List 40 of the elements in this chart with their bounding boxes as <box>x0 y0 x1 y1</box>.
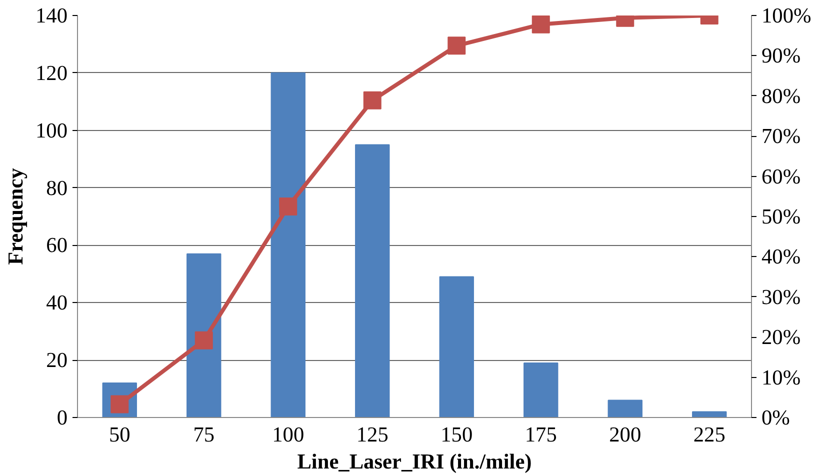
y-tick-label: 60 <box>46 233 68 258</box>
y-tick-label: 140 <box>36 4 68 28</box>
y-axis-title: Frequency <box>4 168 28 265</box>
x-axis-title: Line_Laser_IRI (in./mile) <box>297 450 532 474</box>
y2-tick-label: 40% <box>762 244 801 269</box>
x-tick-label: 175 <box>524 422 557 446</box>
point <box>532 16 550 34</box>
point <box>448 36 466 55</box>
x-tick-label: 150 <box>440 422 473 446</box>
x-tick-label: 200 <box>609 422 642 446</box>
bar <box>608 400 642 418</box>
y2-tick-label: 50% <box>762 204 801 228</box>
y-tick-label: 100 <box>36 118 68 142</box>
bar <box>524 362 558 418</box>
y2-tick-label: 80% <box>762 84 801 108</box>
point <box>279 197 298 216</box>
y2-tick-label: 100% <box>762 4 812 28</box>
y2-tick-label: 30% <box>762 284 801 309</box>
point <box>194 331 213 350</box>
y-tick-label: 0 <box>56 406 68 430</box>
y2-tick-label: 0% <box>762 406 790 430</box>
bar <box>355 144 390 418</box>
x-tick-label: 125 <box>356 422 388 446</box>
y-tick-label: 80 <box>46 176 68 200</box>
y2-tick-label: 60% <box>762 164 801 188</box>
x-tick-label: 225 <box>693 422 726 446</box>
y-tick-label: 120 <box>36 60 68 85</box>
x-tick-label: 50 <box>108 422 130 446</box>
y2-tick-label: 20% <box>762 325 801 350</box>
point <box>363 91 382 110</box>
y-tick-label: 20 <box>46 348 68 372</box>
y2-tick-label: 90% <box>762 44 801 68</box>
bar <box>270 72 306 418</box>
bar <box>439 276 474 418</box>
y2-tick-label: 70% <box>762 124 801 148</box>
x-tick-label: 100 <box>272 422 304 446</box>
bar <box>186 253 222 418</box>
y2-tick-label: 10% <box>762 365 801 390</box>
x-tick-label: 75 <box>193 422 215 446</box>
y-tick-label: 40 <box>46 290 68 315</box>
